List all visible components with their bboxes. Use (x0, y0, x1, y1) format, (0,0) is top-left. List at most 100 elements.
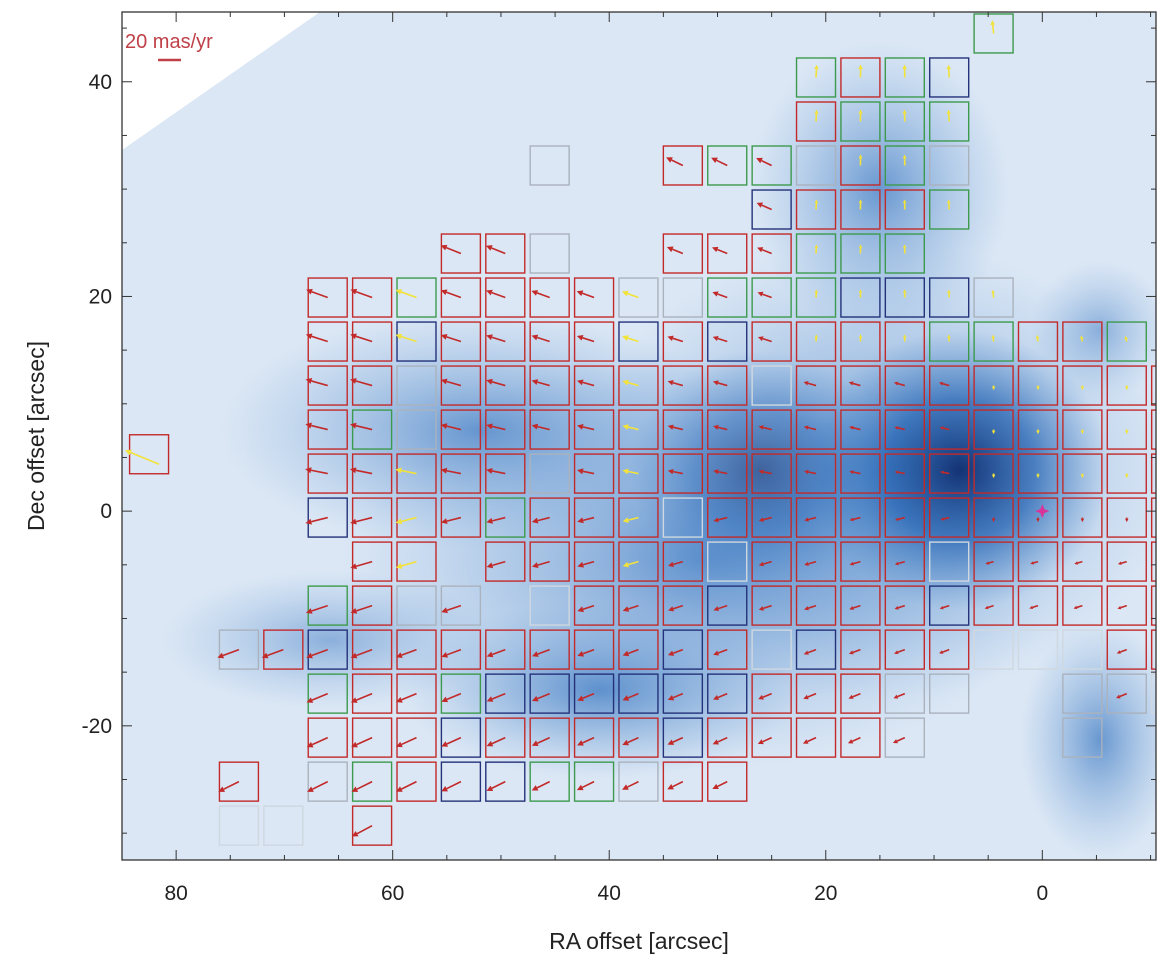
vector-head (667, 650, 675, 656)
analysis-box (840, 365, 881, 406)
vector-head (712, 380, 719, 386)
analysis-box (751, 497, 792, 538)
vector-head (804, 561, 809, 566)
vector-shaft (492, 560, 506, 567)
vector-head (893, 694, 899, 699)
vector-shaft (356, 780, 373, 790)
analysis-box (884, 57, 925, 98)
vector-head (990, 20, 996, 26)
vector-head (756, 202, 764, 208)
vector-head (991, 334, 995, 339)
analysis-box (529, 321, 570, 362)
vector-head (940, 517, 945, 521)
analysis-box (662, 585, 704, 626)
vector-head (1073, 605, 1078, 610)
analysis-box (618, 497, 659, 538)
vector-head (814, 64, 819, 70)
vector-shaft (446, 604, 462, 611)
vector-head (666, 246, 674, 253)
vector-head (939, 650, 944, 654)
vector-shaft (446, 469, 462, 475)
vector-shaft (356, 824, 373, 835)
analysis-box (573, 717, 615, 758)
analysis-box (973, 497, 1014, 538)
analysis-box (707, 629, 748, 670)
analysis-box (573, 541, 615, 582)
vector-head (396, 741, 403, 748)
vector-head (307, 786, 314, 792)
vector-shaft (355, 560, 373, 568)
vector-head (622, 650, 630, 657)
analysis-box (707, 277, 748, 318)
vector-shaft (582, 692, 595, 700)
analysis-box (884, 101, 925, 142)
analysis-box (929, 497, 970, 538)
analysis-box (973, 321, 1014, 362)
vector-head (712, 335, 719, 342)
vector-shaft (537, 560, 550, 566)
y-tick-label: -20 (82, 715, 112, 738)
analysis-box (307, 365, 348, 406)
analysis-box (707, 453, 748, 494)
vector-head (802, 739, 809, 744)
vector-head (902, 244, 907, 248)
analysis-box (707, 409, 748, 450)
analysis-box (662, 453, 704, 494)
analysis-box (795, 233, 837, 274)
analysis-box (707, 673, 748, 714)
vector-shaft (1119, 648, 1128, 653)
analysis-box (1150, 497, 1156, 538)
x-tick-label: 60 (381, 882, 404, 905)
vector-shaft (807, 382, 817, 387)
analysis-box (751, 277, 792, 318)
analysis-box (440, 673, 482, 714)
analysis-box (751, 189, 792, 230)
vector-shaft (762, 736, 772, 743)
vector-shaft (401, 780, 417, 790)
vector-shaft (446, 380, 462, 387)
scale-bar: 20 mas/yr (125, 31, 213, 62)
vector-head (902, 109, 907, 114)
vector-shaft (311, 736, 329, 746)
vector-shaft (672, 604, 684, 610)
vector-head (622, 784, 629, 790)
analysis-box (485, 761, 526, 802)
analysis-box (618, 365, 659, 406)
vector-shaft (943, 471, 950, 475)
vector-shaft (761, 248, 772, 255)
vector-shaft (762, 692, 772, 698)
vector-head (1116, 694, 1121, 699)
vector-shaft (942, 382, 950, 387)
vector-head (758, 694, 764, 700)
vector-head (622, 606, 630, 612)
vector-head (440, 244, 448, 251)
analysis-box (618, 541, 659, 582)
vector-head (577, 561, 584, 568)
vector-head (803, 650, 809, 655)
vector-head (486, 740, 494, 747)
analysis-box (795, 453, 837, 494)
vector-shaft (851, 736, 861, 743)
analysis-box (751, 321, 792, 362)
vector-shaft (582, 381, 595, 387)
vector-shaft (355, 290, 373, 299)
analysis-box (795, 717, 837, 758)
vector-head (350, 333, 357, 340)
vector-head (218, 786, 226, 792)
vector-head (947, 334, 951, 338)
nebula-image (122, 12, 1156, 860)
central-star-marker (1035, 504, 1050, 519)
vector-shaft (446, 291, 462, 299)
analysis-box (573, 673, 615, 714)
vector-shaft (222, 648, 240, 657)
vector-head (531, 423, 539, 430)
vector-shaft (356, 736, 373, 746)
analysis-box (884, 673, 925, 714)
analysis-box (529, 409, 570, 450)
vector-shaft (852, 648, 861, 654)
analysis-box (662, 409, 704, 450)
vector-head (804, 517, 809, 522)
vector-shaft (491, 247, 506, 255)
vector-shaft (446, 425, 462, 431)
y-tick-label: 0 (100, 500, 112, 523)
